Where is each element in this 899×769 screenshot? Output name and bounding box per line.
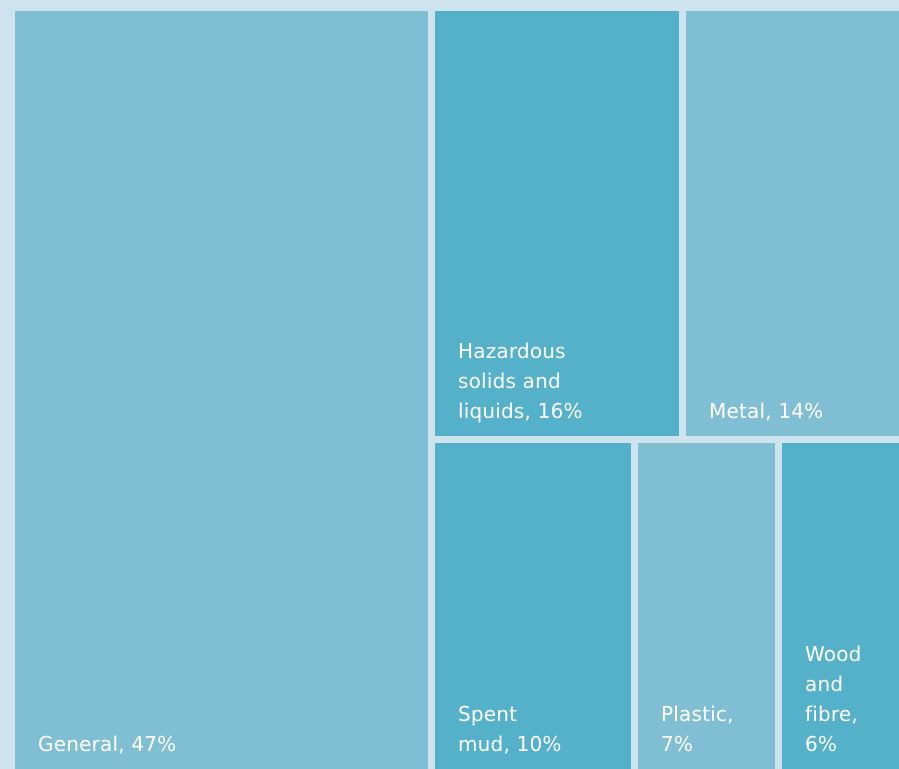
treemap-tile-general: General, 47% [15,11,428,769]
treemap-tile-label: Metal, 14% [709,399,824,423]
treemap-tile-label: General, 47% [38,732,177,756]
treemap-tile-hazardous-solids-and-liquids: Hazardous solids and liquids, 16% [435,11,679,436]
treemap-tile-metal: Metal, 14% [686,11,899,436]
treemap-tile-label: Spent mud, 10% [458,702,562,756]
treemap-tile-wood-and-fibre: Wood and fibre, 6% [782,443,899,769]
treemap-tile-label: Wood and fibre, 6% [805,642,862,756]
treemap-tile-plastic: Plastic, 7% [638,443,775,769]
treemap-tile-spent-mud: Spent mud, 10% [435,443,631,769]
treemap-tile-label: Hazardous solids and liquids, 16% [458,339,583,423]
treemap-tile-label: Plastic, 7% [661,702,734,756]
